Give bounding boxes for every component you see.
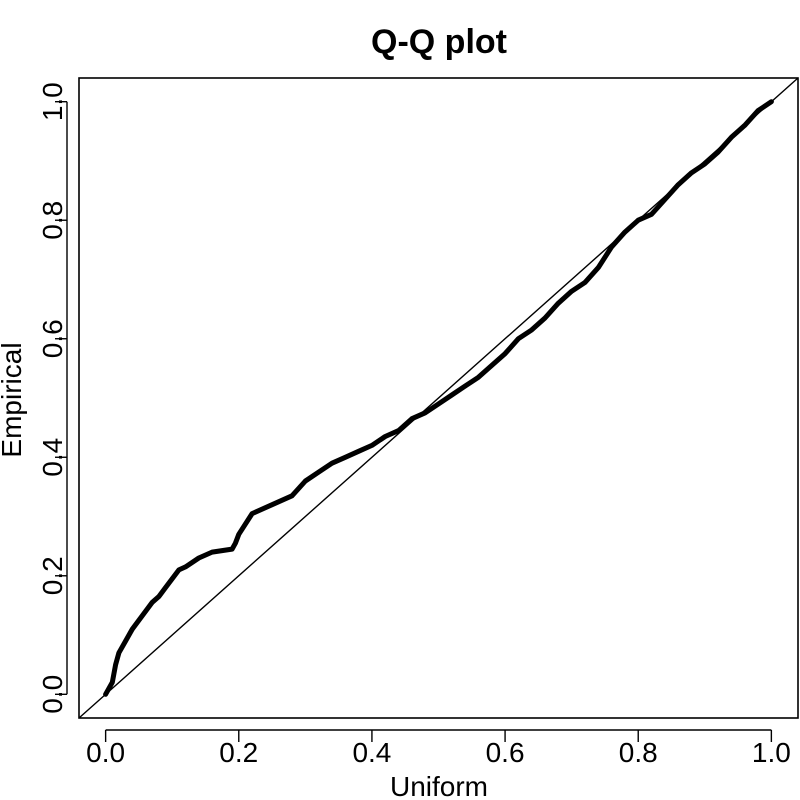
qq-data-point [343,455,348,460]
qq-data-point [422,410,428,416]
qq-data-point [356,449,361,454]
qq-data-point [569,289,574,294]
qq-data-point [755,108,761,113]
qq-data-point [236,532,241,537]
y-tick-label: 0.0 [37,675,68,714]
x-tick-label: 0.4 [352,737,391,768]
qq-data-point [143,609,148,614]
qq-data-point [163,585,168,590]
qq-data-point [110,680,115,685]
qq-data-point [449,392,455,398]
y-tick-label: 0.8 [37,201,68,240]
qq-data-point [556,300,561,306]
qq-data-point [113,662,118,667]
qq-data-point [123,638,128,644]
qq-data-point [542,315,548,321]
qq-data-point [715,149,721,155]
qq-data-point [383,434,388,439]
qq-series-line [103,99,774,697]
y-axis-label: Empirical [0,342,27,457]
qq-data-point [649,212,654,217]
qq-data-point [516,336,521,341]
y-tick-label: 0.6 [37,319,68,358]
qq-data-point [742,123,747,128]
qq-data-point [196,555,202,561]
x-tick-label: 0.6 [486,737,525,768]
x-tick-label: 1.0 [752,737,791,768]
y-tick-label: 1.0 [37,82,68,121]
qq-data-point [329,460,335,466]
qq-data-point [675,182,681,187]
qq-data-point [316,469,321,475]
qq-data-point [289,493,295,498]
qq-data-point [596,265,601,270]
qq-data-point [502,351,508,356]
chart-title: Q-Q plot [371,23,507,61]
qq-data-point [130,626,135,632]
qq-data-point [209,549,215,555]
plot-frame [78,77,799,719]
qq-data-point [156,594,162,599]
qq-data-point [622,229,628,235]
qq-data-point [409,416,415,421]
qq-data-point [150,600,155,605]
qq-data-point [609,244,614,250]
qq-data-point [369,443,375,448]
qq-data-point [396,428,401,433]
qq-data-point [183,564,188,570]
qq-data-point [689,170,694,176]
qq-data-point [729,135,734,140]
qq-data-point [136,618,142,623]
qq-data-point [103,692,108,697]
qq-data-point [582,280,588,285]
qq-data-point [269,502,275,507]
qq-data-point [116,650,122,656]
qq-data-point [170,576,175,581]
qq-data-point [476,375,481,380]
x-tick-label: 0.2 [219,737,258,768]
x-tick-label: 0.0 [86,737,125,768]
y-tick-label: 0.2 [37,556,68,595]
qq-data-point [636,218,641,223]
qq-data-point [176,567,182,573]
qq-data-point [662,197,668,202]
qq-data-point [229,546,235,552]
qq-data-point [303,478,308,484]
y-tick-label: 0.4 [37,438,68,477]
qq-data-point [436,401,441,407]
qq-data-point [233,540,238,546]
qq-data-point [529,327,534,333]
qq-data-point [462,383,468,389]
qq-data-point [249,511,255,516]
x-tick-label: 0.8 [619,737,658,768]
qq-data-point [489,363,494,368]
x-axis-label: Uniform [390,771,488,800]
qq-data-point [702,161,707,167]
qq-data-point [769,99,774,104]
